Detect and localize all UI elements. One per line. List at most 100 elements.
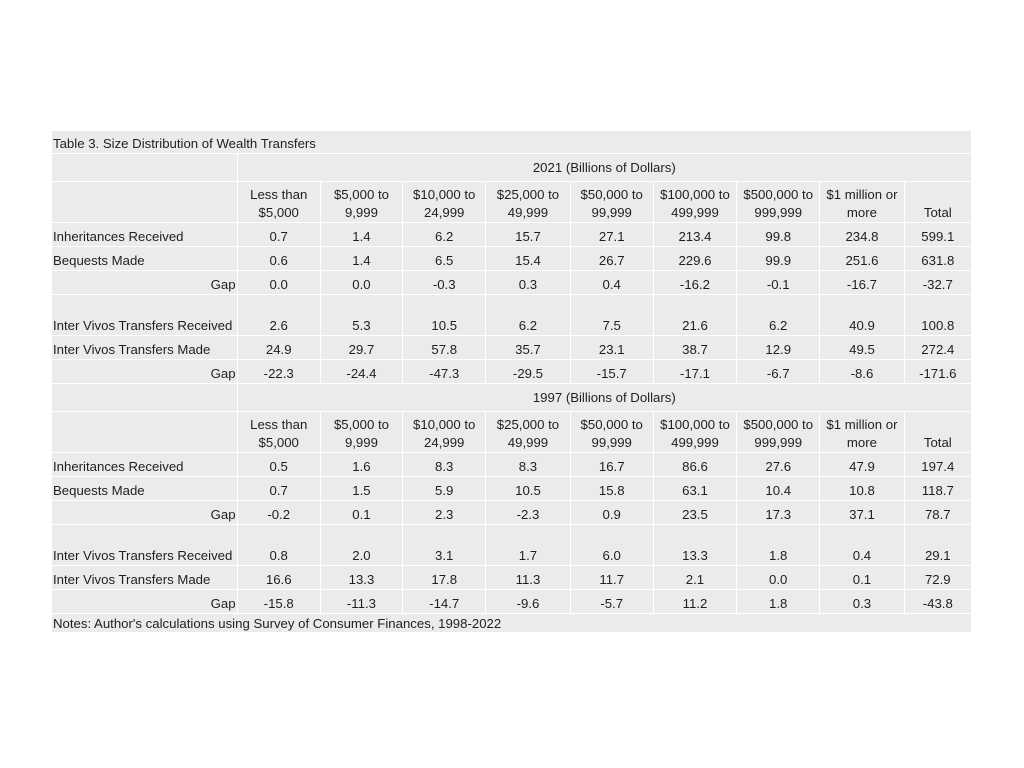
column-header-line-1: $100,000 to	[660, 417, 730, 432]
column-header-line-2: 499,999	[671, 435, 719, 450]
table-cell: 2.6	[236, 294, 321, 336]
table-row: Inter Vivos Transfers Made 16.6 13.3 17.8 11…	[51, 565, 973, 590]
table-title: Table 3. Size Distribution of Wealth Tra…	[51, 130, 972, 154]
table-cell: 78.7	[903, 500, 973, 525]
column-header-line-2: more	[846, 435, 877, 450]
table-cell: 10.5	[402, 294, 487, 336]
column-header-line-2: 99,999	[591, 435, 632, 450]
table-row: Gap -15.8 -11.3 -14.7 -9.6 -5.7 11.2 1.8 0.3 -43.…	[51, 589, 973, 614]
table-cell: 234.8	[819, 222, 905, 247]
table-cell: 229.6	[652, 246, 738, 271]
row-label: Inter Vivos Transfers Received	[51, 524, 238, 566]
column-header-line-2: 999,999	[754, 435, 803, 450]
column-header-line-2: 49,999	[507, 435, 549, 450]
table-row: Inter Vivos Transfers Received 2.6 5.3 10.5…	[51, 294, 973, 336]
column-header-line-1: $50,000 to	[580, 187, 643, 202]
table-cell: 0.3	[485, 270, 571, 295]
header-blank-cell	[51, 181, 238, 223]
table-cell: -11.3	[319, 589, 404, 614]
table-cell: 38.7	[652, 335, 738, 360]
table-cell: 0.7	[236, 476, 321, 501]
table-notes: Notes: Author's calculations using Surve…	[51, 613, 972, 633]
column-header-line-1: $100,000 to	[660, 187, 730, 202]
column-header-line-2: 999,999	[754, 205, 803, 220]
table-cell: 11.7	[569, 565, 654, 590]
table-cell: 12.9	[736, 335, 821, 360]
table-cell: 15.8	[569, 476, 654, 501]
table-cell: -16.7	[819, 270, 905, 295]
column-header-line-2: $5,000	[258, 205, 299, 220]
period-header: 1997 (Billions of Dollars)	[236, 383, 973, 412]
table-cell: 27.6	[736, 452, 821, 477]
column-header: Less than $5,000	[236, 181, 321, 223]
table-cell: 0.5	[236, 452, 321, 477]
title-row: Table 3. Size Distribution of Wealth Tra…	[51, 130, 972, 154]
table-cell: 2.3	[402, 500, 487, 525]
column-header: $1 million or more	[819, 181, 905, 223]
table-cell: 23.1	[569, 335, 654, 360]
table-cell: -6.7	[736, 359, 821, 384]
table-cell: -15.7	[569, 359, 654, 384]
table-cell: 0.4	[569, 270, 654, 295]
column-header-line-1: $50,000 to	[580, 417, 643, 432]
table-cell: 272.4	[903, 335, 973, 360]
column-header: Total	[903, 411, 973, 453]
table-cell: 0.4	[819, 524, 905, 566]
table-cell: 23.5	[652, 500, 738, 525]
table-cell: 1.8	[736, 589, 821, 614]
column-header-line-1: $25,000 to	[496, 417, 560, 432]
table-cell: 10.4	[736, 476, 821, 501]
table-cell: 6.0	[569, 524, 654, 566]
column-header: $5,000 to 9,999	[319, 181, 404, 223]
column-header-line-2: Total	[923, 435, 952, 450]
table-cell: 86.6	[652, 452, 738, 477]
column-header-line-1: $5,000 to	[333, 187, 389, 202]
column-header-line-1: $10,000 to	[413, 187, 476, 202]
table-cell: -17.1	[652, 359, 738, 384]
table-row: Bequests Made 0.7 1.5 5.9 10.5 15.8 63.1 10.4 10…	[51, 476, 973, 501]
table-cell: 7.5	[569, 294, 654, 336]
column-header: $5,000 to 9,999	[319, 411, 404, 453]
table-cell: 6.2	[485, 294, 571, 336]
table-cell: 1.5	[319, 476, 404, 501]
table-cell: -43.8	[903, 589, 973, 614]
table-cell: 0.3	[819, 589, 905, 614]
column-header-line-1: $10,000 to	[413, 417, 476, 432]
table-cell: -0.3	[402, 270, 487, 295]
column-header: $500,000 to 999,999	[736, 411, 821, 453]
period-blank-cell	[51, 383, 238, 412]
table-cell: 0.1	[319, 500, 404, 525]
column-header: $50,000 to 99,999	[569, 411, 654, 453]
table-row: Gap -0.2 0.1 2.3 -2.3 0.9 23.5 17.3 37.1 78.7	[51, 500, 973, 525]
row-label: Inheritances Received	[51, 452, 238, 477]
table-cell: 40.9	[819, 294, 905, 336]
table-row: Gap 0.0 0.0 -0.3 0.3 0.4 -16.2 -0.1 -16.7 -32.7	[51, 270, 973, 295]
notes-row: Notes: Author's calculations using Surve…	[51, 613, 972, 633]
table-row: Gap -22.3 -24.4 -47.3 -29.5 -15.7 -17.1 -6.7 -8.…	[51, 359, 973, 384]
table-cell: 72.9	[903, 565, 973, 590]
table-cell: 8.3	[485, 452, 571, 477]
table-cell: 0.0	[236, 270, 321, 295]
table-cell: 251.6	[819, 246, 905, 271]
table-cell: 57.8	[402, 335, 487, 360]
header-blank-cell	[51, 411, 238, 453]
table-cell: 15.4	[485, 246, 571, 271]
table-cell: -14.7	[402, 589, 487, 614]
column-header-line-1	[906, 416, 970, 434]
column-header-line-1: Less than	[250, 187, 308, 202]
table-cell: 100.8	[903, 294, 973, 336]
table-cell: 2.1	[652, 565, 738, 590]
column-header-line-1: $5,000 to	[333, 417, 389, 432]
table-cell: 118.7	[903, 476, 973, 501]
table-cell: 13.3	[652, 524, 738, 566]
column-header: $1 million or more	[819, 411, 905, 453]
column-header-line-1: $1 million or	[826, 417, 898, 432]
column-header-line-2: more	[846, 205, 877, 220]
table-cell: 5.9	[402, 476, 487, 501]
column-header: $25,000 to 49,999	[485, 181, 571, 223]
column-header-line-2: 99,999	[591, 205, 632, 220]
table-cell: 1.4	[319, 246, 404, 271]
column-header: $100,000 to 499,999	[652, 181, 738, 223]
column-header-line-1: $25,000 to	[496, 187, 560, 202]
table-cell: 17.8	[402, 565, 487, 590]
